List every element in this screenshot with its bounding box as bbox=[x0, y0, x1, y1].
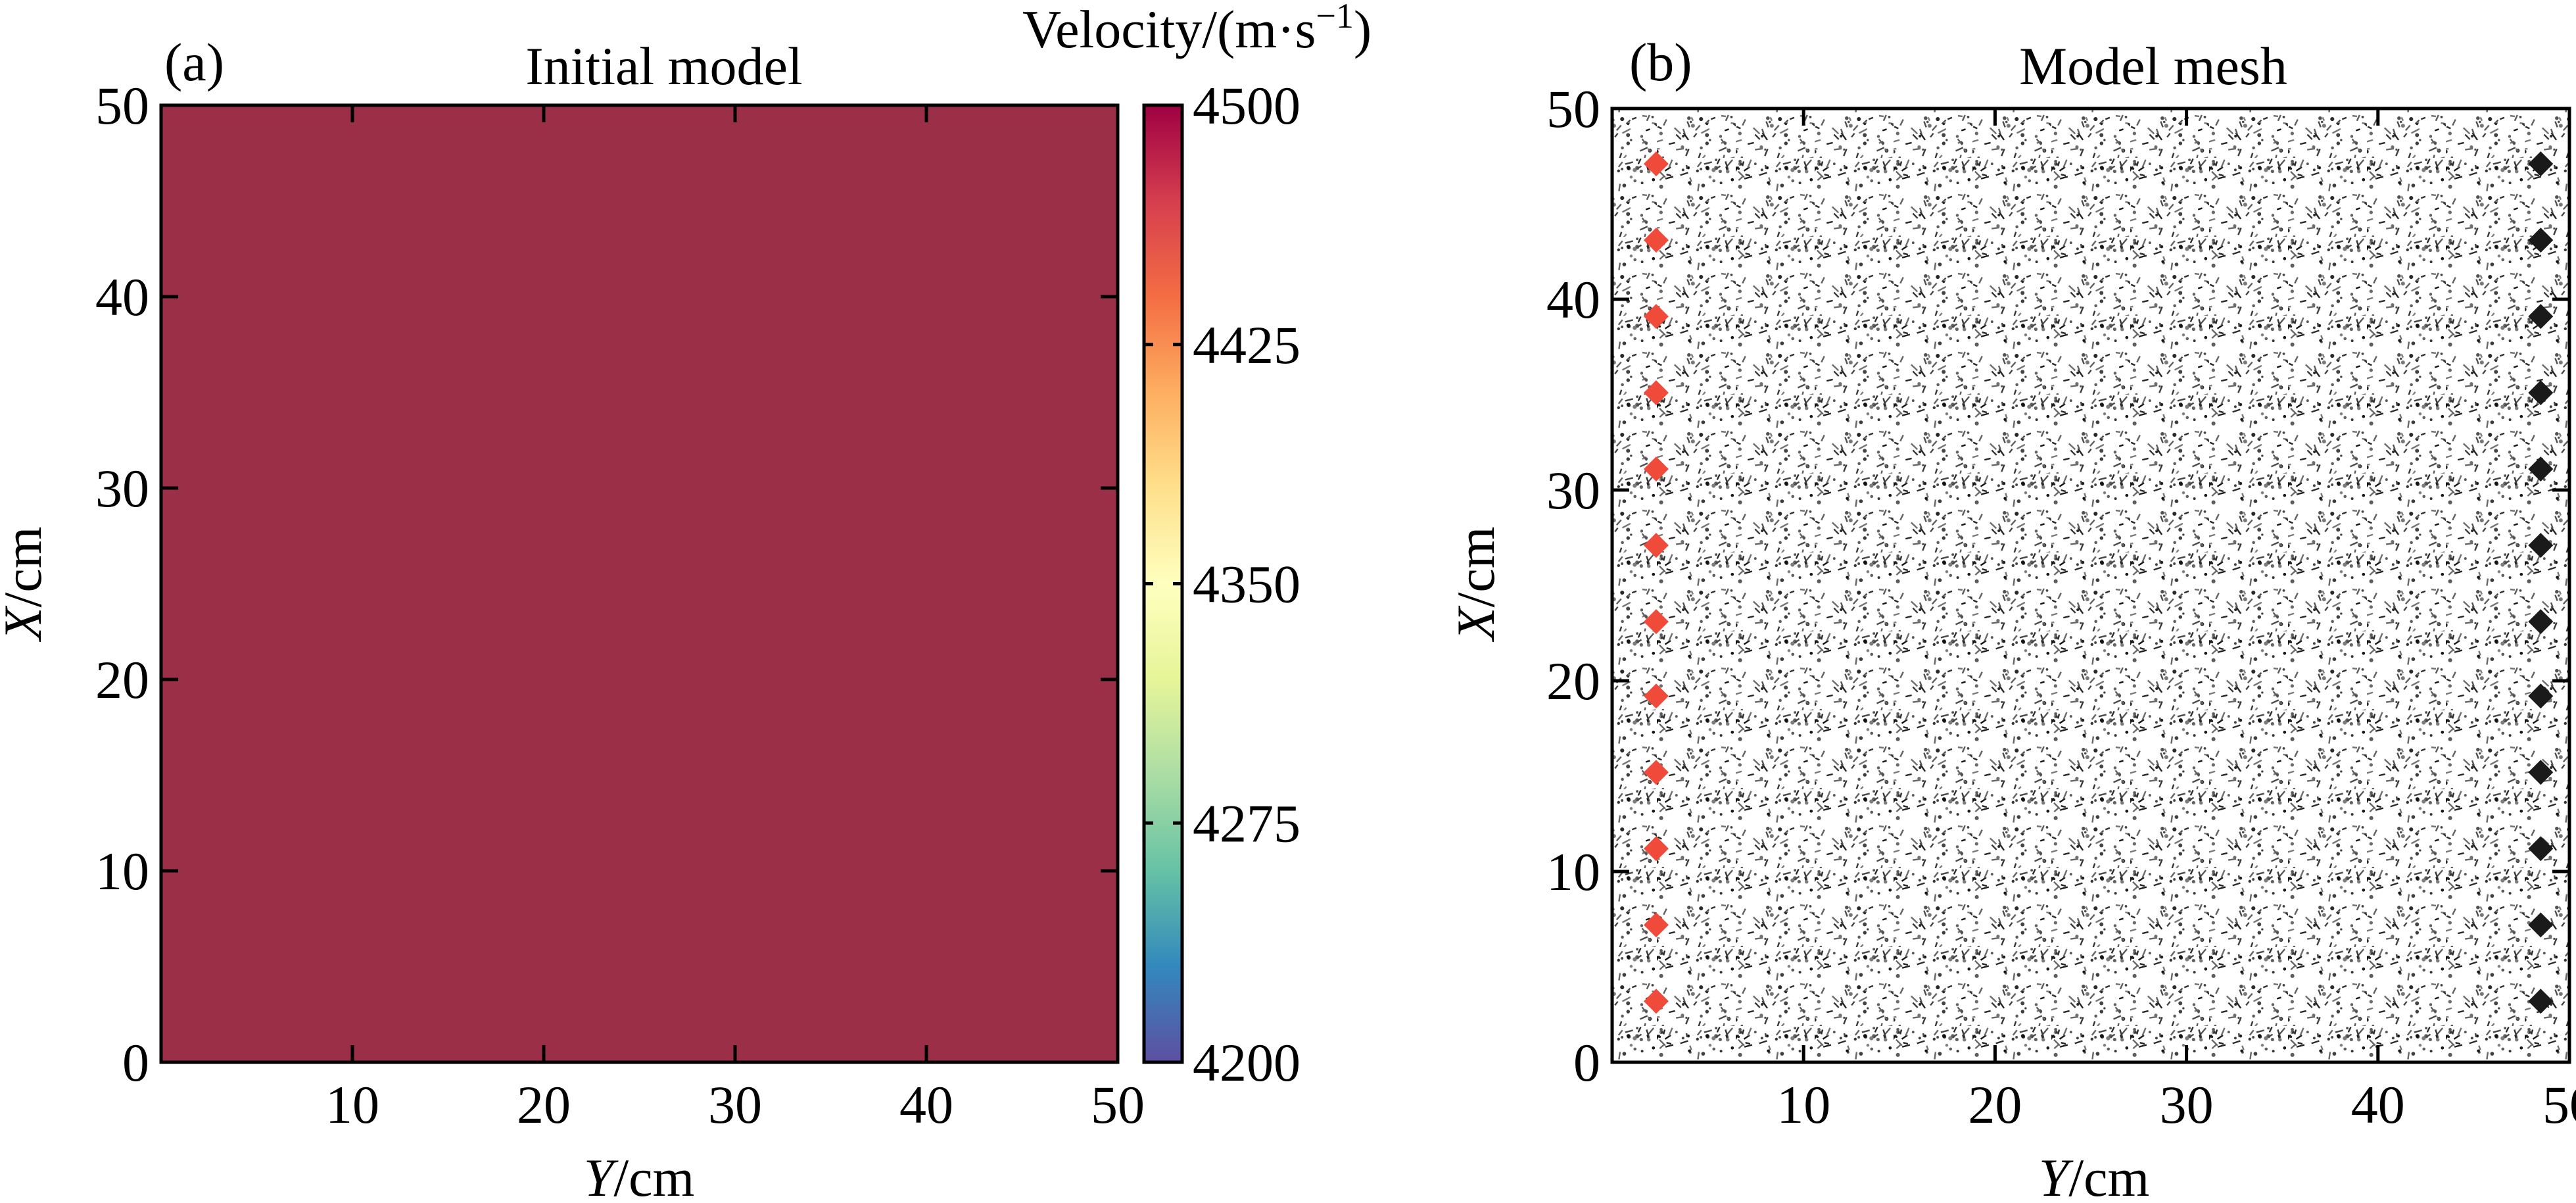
panel-b-y-axis-var: X bbox=[1446, 606, 1506, 643]
panel-a-y-tick-label: 20 bbox=[95, 650, 149, 710]
panel-b-y-tick-label: 40 bbox=[1546, 270, 1600, 330]
colorbar-tick-label: 4275 bbox=[1193, 793, 1300, 853]
panel-b-mesh-texture bbox=[1612, 109, 2569, 1062]
colorbar-tick-label: 4200 bbox=[1193, 1033, 1300, 1093]
receiver-marker bbox=[2528, 836, 2554, 862]
panel-b-markers bbox=[1643, 151, 2554, 1014]
panel-b-x-tick-label: 30 bbox=[2160, 1075, 2214, 1135]
panel-a-x-tick-labels: 10 20 30 40 50 bbox=[325, 1075, 1145, 1135]
panel-a-label: (a) bbox=[164, 32, 224, 92]
panel-a-y-tick-label: 40 bbox=[95, 267, 149, 327]
panel-a-x-tick-label: 50 bbox=[1091, 1075, 1145, 1135]
colorbar-tick-label: 4425 bbox=[1193, 315, 1300, 375]
panel-b-y-tick-label: 0 bbox=[1573, 1033, 1600, 1093]
panel-b-plot-frame bbox=[1610, 107, 2571, 1064]
receiver-marker bbox=[2528, 456, 2554, 482]
colorbar-label-close: ) bbox=[1354, 0, 1371, 59]
source-marker bbox=[1643, 151, 1669, 177]
receiver-marker bbox=[2528, 760, 2554, 785]
panel-b-x-tick-label: 40 bbox=[2351, 1075, 2405, 1135]
panel-a-y-tick-labels: 0 10 20 30 40 50 bbox=[95, 76, 149, 1093]
colorbar-label-base: Velocity/(m·s bbox=[1022, 0, 1316, 59]
source-marker bbox=[1643, 533, 1669, 558]
panel-a-x-tick-label: 10 bbox=[325, 1075, 379, 1135]
receiver-marker bbox=[2528, 380, 2554, 406]
panel-a-y-tick-label: 10 bbox=[95, 841, 149, 901]
panel-b-y-tick-label: 10 bbox=[1546, 842, 1600, 902]
source-marker bbox=[1643, 609, 1669, 635]
source-marker bbox=[1643, 228, 1669, 253]
source-marker bbox=[1643, 989, 1669, 1014]
panel-a-x-axis-var: Y bbox=[584, 1148, 619, 1203]
panel-b-x-tick-label: 50 bbox=[2542, 1075, 2576, 1135]
source-marker bbox=[1643, 456, 1669, 482]
panel-b-x-tick-labels: 10 20 30 40 50 bbox=[1777, 1075, 2576, 1135]
panel-b-y-tick-label: 30 bbox=[1546, 460, 1600, 520]
panel-b-y-tick-label: 50 bbox=[1546, 79, 1600, 139]
receiver-marker bbox=[2528, 912, 2554, 938]
panel-b-x-axis-label: Y/cm bbox=[2039, 1148, 2150, 1203]
panel-b-label: (b) bbox=[1629, 32, 1692, 92]
panel-a-x-axis-label: Y/cm bbox=[584, 1148, 695, 1203]
receiver-marker bbox=[2528, 304, 2554, 330]
colorbar-tick-label: 4500 bbox=[1193, 76, 1300, 135]
receiver-marker bbox=[2528, 228, 2554, 253]
receiver-marker bbox=[2528, 683, 2554, 709]
panel-a-y-tick-label: 0 bbox=[122, 1033, 149, 1093]
panel-a-heatmap-field bbox=[161, 105, 1118, 1062]
panel-a-y-axis-var: X bbox=[0, 606, 53, 643]
source-marker bbox=[1643, 683, 1669, 709]
colorbar-tick-labels: 4200 4275 4350 4425 4500 bbox=[1193, 76, 1300, 1093]
panel-a-x-tick-label: 20 bbox=[517, 1075, 571, 1135]
panel-a-x-tick-label: 40 bbox=[899, 1075, 953, 1135]
panel-a-y-tick-label: 50 bbox=[95, 76, 149, 135]
colorbar-ticks bbox=[1144, 103, 1182, 1064]
source-marker bbox=[1643, 912, 1669, 938]
panel-b-y-axis-label: X/cm bbox=[1446, 526, 1506, 642]
colorbar-label: Velocity/(m·s−1) bbox=[1022, 0, 1371, 59]
panel-a-x-axis-unit: /cm bbox=[613, 1148, 694, 1203]
source-marker bbox=[1643, 380, 1669, 406]
panel-a-y-axis-label: X/cm bbox=[0, 526, 53, 642]
receiver-marker bbox=[2528, 989, 2554, 1014]
source-marker bbox=[1643, 836, 1669, 862]
panel-b-x-tick-label: 10 bbox=[1777, 1075, 1830, 1135]
panel-a: (a) Initial model 10 20 30 40 50 0 10 20 30 40 50… bbox=[0, 0, 1371, 1203]
source-marker bbox=[1643, 760, 1669, 785]
panel-b-x-axis-var: Y bbox=[2039, 1148, 2074, 1203]
panel-b-y-tick-labels: 0 10 20 30 40 50 bbox=[1546, 79, 1600, 1093]
panel-a-y-axis-unit: /cm bbox=[0, 526, 53, 607]
panel-a-title: Initial model bbox=[525, 36, 802, 96]
receiver-marker bbox=[2528, 609, 2554, 635]
source-marker bbox=[1643, 304, 1669, 330]
receiver-marker bbox=[2528, 533, 2554, 558]
panel-b-x-axis-unit: /cm bbox=[2068, 1148, 2149, 1203]
colorbar-label-sup: −1 bbox=[1316, 0, 1353, 36]
panel-b-y-axis-unit: /cm bbox=[1446, 526, 1506, 607]
colorbar-tick-label: 4350 bbox=[1193, 554, 1300, 614]
receiver-marker bbox=[2528, 151, 2554, 177]
panel-b-title: Model mesh bbox=[2019, 36, 2287, 96]
panel-b-x-tick-label: 20 bbox=[1968, 1075, 2022, 1135]
panel-a-y-tick-label: 30 bbox=[95, 458, 149, 518]
panel-b-y-tick-label: 20 bbox=[1546, 651, 1600, 711]
panel-a-x-tick-label: 30 bbox=[708, 1075, 762, 1135]
panel-a-plot-frame bbox=[159, 103, 1120, 1064]
